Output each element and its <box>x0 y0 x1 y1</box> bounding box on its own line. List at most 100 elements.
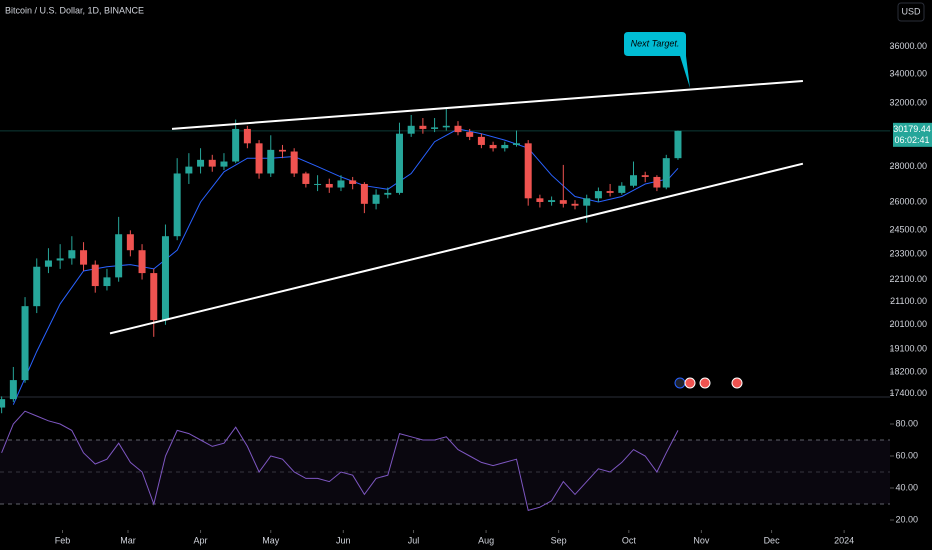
y-tick-label: 32000.00 <box>889 97 927 107</box>
rsi-band <box>0 440 890 504</box>
event-icon[interactable] <box>731 377 743 389</box>
event-icons <box>674 377 743 389</box>
countdown-label: 06:02:41 <box>894 135 929 145</box>
candle-body <box>372 194 380 204</box>
candle-body <box>419 125 427 129</box>
y-tick-label: 17400.00 <box>889 388 927 398</box>
candle-body <box>126 234 134 251</box>
candle-body <box>208 159 216 167</box>
candle-body <box>278 149 286 152</box>
candle-body <box>454 125 462 133</box>
candle-body <box>442 125 450 128</box>
candle-body <box>548 200 556 202</box>
candle-body <box>407 125 415 134</box>
event-icon[interactable] <box>674 377 686 389</box>
candle-body <box>220 161 228 167</box>
x-tick-label: 2024 <box>834 535 854 545</box>
candle-body <box>395 133 403 193</box>
candle-body <box>674 130 682 159</box>
x-tick-label: Feb <box>55 535 71 545</box>
candle-body <box>325 183 333 188</box>
candle-body <box>243 128 251 144</box>
y-tick-label: 34000.00 <box>889 68 927 78</box>
x-tick-label: Sep <box>551 535 567 545</box>
candle-body <box>302 173 310 184</box>
event-icon[interactable] <box>699 377 711 389</box>
y-tick-label: 36000.00 <box>889 41 927 51</box>
candle-body <box>314 183 322 185</box>
candle-body <box>21 306 29 381</box>
candle-body <box>68 250 76 259</box>
candle-body <box>197 159 205 167</box>
candle-body <box>267 149 275 174</box>
callout-box <box>624 32 690 88</box>
x-tick-label: May <box>262 535 280 545</box>
y-tick-label: 22100.00 <box>889 274 927 284</box>
x-tick-label: Apr <box>194 535 208 545</box>
candle-body <box>662 158 670 188</box>
candle-body <box>489 144 497 149</box>
rsi-tick-label: 20.00 <box>895 514 918 524</box>
chart-title: Bitcoin / U.S. Dollar, 1D, BINANCE <box>5 5 144 15</box>
last-price-label: 30179.44 <box>893 124 931 134</box>
candle-body <box>630 175 638 186</box>
y-tick-label: 21100.00 <box>890 296 927 306</box>
currency-label: USD <box>901 6 921 16</box>
y-tick-label: 19100.00 <box>889 344 927 354</box>
trendline <box>171 80 803 130</box>
candle-body <box>80 250 88 265</box>
candle-body <box>138 250 146 274</box>
x-tick-label: Dec <box>764 535 781 545</box>
candle-body <box>583 198 591 206</box>
candle-body <box>524 143 532 199</box>
candle-body <box>606 191 614 193</box>
rsi-tick-label: 80.00 <box>895 418 918 428</box>
candle-body <box>536 198 544 202</box>
y-tick-label: 18200.00 <box>889 367 927 377</box>
candle-body <box>56 258 64 261</box>
candle-body <box>103 277 111 287</box>
candle-body <box>641 175 649 177</box>
candle-body <box>337 180 345 188</box>
candle-body <box>255 143 263 174</box>
candle-body <box>477 136 485 145</box>
candle-body <box>349 180 357 184</box>
candle-body <box>33 266 41 307</box>
x-tick-label: Mar <box>120 535 136 545</box>
y-tick-label: 28000.00 <box>889 161 927 171</box>
candle-body <box>431 127 439 129</box>
candle-body <box>571 203 579 206</box>
last-price-box <box>893 122 932 147</box>
candle-body <box>161 236 169 321</box>
candle-body <box>501 144 509 149</box>
callout: Next Target. <box>624 32 690 88</box>
candle-body <box>290 151 298 174</box>
y-tick-label: 24500.00 <box>889 225 927 235</box>
x-tick-label: Oct <box>622 535 637 545</box>
candle-body <box>559 200 567 204</box>
candle-body <box>466 132 474 137</box>
candle-body <box>185 166 193 174</box>
y-tick-label: 20100.00 <box>889 319 927 329</box>
candle-body <box>173 173 181 237</box>
candle-body <box>653 176 661 188</box>
candle-body <box>618 185 626 193</box>
candle-body <box>91 264 99 287</box>
y-tick-label: 26000.00 <box>889 196 927 206</box>
x-tick-label: Aug <box>478 535 494 545</box>
callout-text: Next Target. <box>631 38 680 48</box>
candle-body <box>232 128 240 162</box>
rsi-tick-label: 40.00 <box>895 482 918 492</box>
event-icon[interactable] <box>684 377 696 389</box>
x-tick-label: Nov <box>693 535 710 545</box>
candle-body <box>0 399 6 408</box>
candle-body <box>360 183 368 204</box>
currency-button[interactable] <box>897 2 925 22</box>
candle-body <box>115 234 123 278</box>
x-tick-label: Jun <box>336 535 351 545</box>
x-tick-label: Jul <box>408 535 420 545</box>
candle-body <box>512 143 520 145</box>
candle-body <box>384 192 392 195</box>
candle-body <box>594 191 602 199</box>
